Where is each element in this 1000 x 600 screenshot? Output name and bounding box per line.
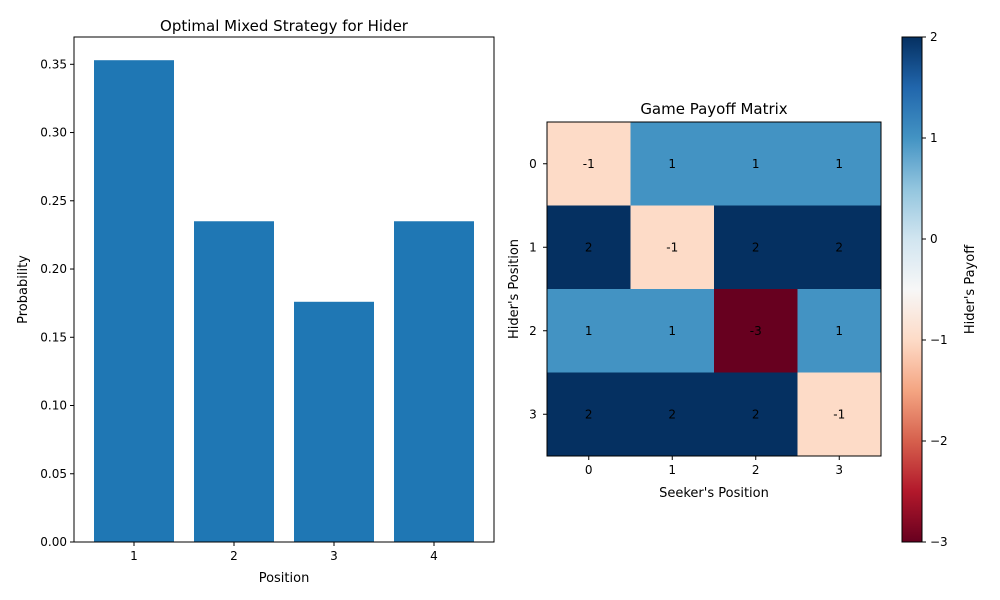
heatmap-x-tick-label: 3 [835, 463, 843, 477]
heatmap-x-ticks: 0 1 2 3 [585, 456, 843, 477]
heatmap-cell-value: 2 [585, 240, 593, 254]
bar-2 [194, 221, 274, 542]
heatmap-cell [714, 289, 798, 373]
heatmap-title: Game Payoff Matrix [640, 100, 787, 118]
colorbar-tick-label: 1 [930, 131, 938, 145]
heatmap-cell [714, 372, 798, 456]
colorbar-ticks: −3 −2 −1 0 1 2 [922, 30, 948, 549]
bar-chart-xlabel: Position [259, 571, 310, 586]
bar-y-tick-label: 0.10 [40, 399, 67, 413]
heatmap-cell-value: 2 [752, 407, 760, 421]
bar-4 [394, 221, 474, 542]
heatmap-cell [630, 372, 714, 456]
bar-y-tick-label: 0.30 [40, 126, 67, 140]
bar-x-ticks: 1 2 3 4 [130, 542, 438, 563]
heatmap-y-tick-label: 1 [529, 240, 537, 254]
bar-y-tick-label: 0.00 [40, 535, 67, 549]
heatmap-cell [797, 122, 881, 206]
bar-series [94, 60, 474, 543]
bar-chart-title: Optimal Mixed Strategy for Hider [160, 17, 409, 35]
colorbar-tick-label: 0 [930, 232, 938, 246]
heatmap-cells: -1 1 1 1 2 -1 2 2 1 1 -3 1 2 2 2 -1 [547, 122, 881, 456]
colorbar-tick-label: 2 [930, 30, 938, 44]
heatmap-x-tick-label: 1 [668, 463, 676, 477]
heatmap-cell-value: 1 [668, 324, 676, 338]
heatmap-cell [547, 289, 631, 373]
bar-y-tick-label: 0.15 [40, 330, 67, 344]
heatmap-cell [547, 122, 631, 206]
colorbar-label: Hider's Payoff [963, 244, 978, 334]
colorbar-gradient [902, 37, 922, 542]
heatmap-xlabel: Seeker's Position [659, 486, 769, 501]
heatmap-x-tick-label: 2 [752, 463, 760, 477]
heatmap-cell-value: -1 [666, 240, 678, 254]
heatmap-cell [797, 289, 881, 373]
bar-y-tick-label: 0.05 [40, 467, 67, 481]
heatmap-y-tick-label: 3 [529, 407, 537, 421]
bar-3 [294, 301, 374, 542]
heatmap-cell [714, 205, 798, 289]
bar-1 [94, 60, 174, 543]
heatmap-cell [714, 122, 798, 206]
heatmap-y-tick-label: 2 [529, 324, 537, 338]
heatmap-cell [630, 205, 714, 289]
bar-y-tick-label: 0.20 [40, 262, 67, 276]
heatmap-y-ticks: 0 1 2 3 [529, 157, 547, 421]
heatmap-frame [546, 121, 882, 457]
bar-x-tick-label: 3 [330, 549, 338, 563]
heatmap-x-tick-label: 0 [585, 463, 593, 477]
heatmap-cell [630, 122, 714, 206]
bar-chart: Optimal Mixed Strategy for Hider 0.000.0… [16, 17, 495, 586]
colorbar-tick-label: −1 [930, 333, 948, 347]
bar-x-tick-label: 2 [230, 549, 238, 563]
bar-y-tick-label: 0.25 [40, 194, 67, 208]
heatmap-cell-value: -1 [583, 157, 595, 171]
heatmap-y-tick-label: 0 [529, 157, 537, 171]
heatmap-chart: Game Payoff Matrix -1 1 1 12 -1 2 21 1 -3 12 2 2 -1 … [507, 100, 882, 501]
bar-chart-frame [73, 36, 495, 543]
heatmap-cell [797, 372, 881, 456]
heatmap-cell-value: 1 [668, 157, 676, 171]
heatmap-cell-value: 1 [752, 157, 760, 171]
heatmap-cell [797, 205, 881, 289]
bar-x-tick-label: 1 [130, 549, 138, 563]
heatmap-cell-value: 2 [585, 407, 593, 421]
heatmap-cell-value: 1 [835, 324, 843, 338]
colorbar-tick-label: −3 [930, 535, 948, 549]
bar-chart-ylabel: Probability [16, 255, 31, 324]
colorbar-frame [901, 36, 923, 543]
colorbar: −3 −2 −1 0 1 2 Hider's Payoff [901, 30, 978, 549]
bar-y-tick-label: 0.35 [40, 57, 67, 71]
heatmap-cell-value: 2 [835, 240, 843, 254]
bar-y-ticks: 0.00 0.05 0.10 0.15 0.20 0.25 0.30 0.35 [40, 57, 74, 549]
heatmap-cell [547, 205, 631, 289]
colorbar-tick-label: −2 [930, 434, 948, 448]
heatmap-cell [630, 289, 714, 373]
heatmap-cell [547, 372, 631, 456]
bar-x-tick-label: 4 [430, 549, 438, 563]
heatmap-cell-value: 1 [835, 157, 843, 171]
heatmap-cell-value: 2 [668, 407, 676, 421]
heatmap-cell-value: 1 [585, 324, 593, 338]
heatmap-cell-value: -1 [833, 407, 845, 421]
heatmap-cell-value: -3 [750, 324, 762, 338]
heatmap-ylabel: Hider's Position [507, 239, 522, 339]
heatmap-cell-value: 2 [752, 240, 760, 254]
